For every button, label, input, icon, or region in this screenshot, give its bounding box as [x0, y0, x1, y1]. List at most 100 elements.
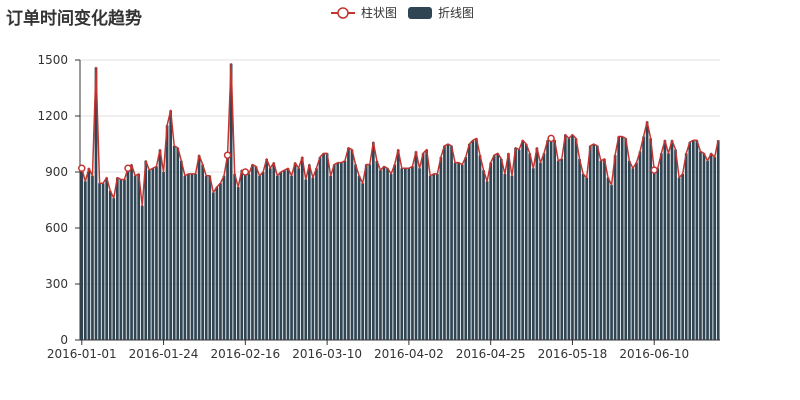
- bar: [699, 151, 702, 340]
- bar: [617, 136, 621, 340]
- bar: [382, 166, 386, 340]
- bar: [542, 153, 546, 340]
- x-tick-label: 2016-01-01: [47, 347, 117, 361]
- bar: [603, 158, 606, 340]
- bar: [268, 168, 272, 340]
- legend-item-bar[interactable]: 折线图: [407, 4, 474, 21]
- bar: [663, 140, 667, 340]
- bar: [339, 162, 343, 340]
- bar: [140, 205, 144, 340]
- y-tick-label: 300: [45, 277, 68, 291]
- bar: [258, 175, 261, 340]
- bar: [674, 149, 677, 340]
- bar: [350, 149, 354, 340]
- bar: [318, 157, 322, 340]
- bar: [499, 158, 503, 340]
- bar: [315, 168, 318, 340]
- bar: [393, 164, 397, 340]
- bar: [649, 138, 653, 340]
- bar: [535, 147, 539, 340]
- bar: [709, 153, 713, 340]
- bar: [105, 177, 109, 340]
- bar: [83, 181, 87, 340]
- bar: [489, 162, 493, 340]
- bar: [361, 183, 365, 340]
- bar: [87, 168, 91, 340]
- bar: [265, 158, 269, 340]
- bar: [528, 153, 532, 340]
- bar: [144, 160, 148, 340]
- bar: [549, 138, 553, 340]
- bar: [425, 149, 429, 340]
- bar: [684, 153, 688, 340]
- bar: [254, 166, 258, 340]
- x-tick-label: 2016-02-16: [210, 347, 280, 361]
- x-tick-label: 2016-06-10: [619, 347, 689, 361]
- bar: [304, 179, 308, 340]
- bar: [507, 153, 510, 340]
- bar: [396, 149, 400, 340]
- bar: [371, 142, 375, 340]
- bar: [567, 138, 571, 340]
- bar: [101, 183, 105, 340]
- bar: [613, 155, 617, 340]
- bar: [471, 140, 475, 340]
- bar: [279, 172, 283, 340]
- bar: [691, 140, 695, 340]
- bar: [695, 140, 699, 340]
- bar: [290, 175, 293, 340]
- bar: [261, 172, 265, 340]
- series-line: [81, 62, 719, 207]
- bar: [137, 173, 141, 340]
- bar: [283, 170, 286, 340]
- bar: [357, 175, 361, 340]
- bar: [659, 153, 663, 340]
- bar: [460, 164, 464, 340]
- bar: [581, 173, 585, 340]
- bar: [706, 160, 709, 340]
- y-tick-label: 600: [45, 221, 68, 235]
- bar: [151, 168, 155, 340]
- bar: [428, 175, 432, 340]
- bar: [247, 173, 251, 340]
- bar: [475, 138, 478, 340]
- bar: [204, 175, 208, 340]
- bar: [332, 164, 336, 340]
- x-tick-label: 2016-05-18: [538, 347, 608, 361]
- bar: [169, 110, 173, 341]
- bar: [610, 185, 613, 340]
- bar: [322, 153, 325, 340]
- bar: [190, 173, 194, 340]
- bar: [187, 173, 190, 340]
- bar: [293, 162, 297, 340]
- bar: [574, 138, 578, 340]
- bar: [631, 168, 635, 340]
- bar: [165, 125, 169, 340]
- legend-item-line[interactable]: 柱状图: [330, 4, 397, 21]
- bar: [119, 179, 123, 340]
- bar: [201, 164, 205, 340]
- bar: [414, 151, 418, 340]
- bar: [229, 63, 233, 340]
- bar: [91, 175, 94, 340]
- y-tick-label: 0: [60, 333, 68, 347]
- line-point: [124, 164, 132, 173]
- bar: [236, 186, 240, 340]
- bar: [115, 177, 119, 340]
- bar: [130, 164, 133, 340]
- bar: [347, 147, 350, 340]
- bar: [439, 157, 443, 340]
- bar: [386, 168, 389, 340]
- bar: [343, 160, 347, 340]
- bar: [531, 168, 535, 340]
- bar: [546, 140, 549, 340]
- bar: [407, 168, 411, 340]
- bar: [514, 147, 517, 340]
- legend-label-line: 柱状图: [361, 6, 398, 20]
- bar: [183, 175, 187, 340]
- bar: [329, 175, 333, 340]
- bar: [517, 149, 521, 340]
- bar: [336, 162, 340, 340]
- line-circle-icon: [331, 6, 355, 19]
- bar: [421, 153, 425, 340]
